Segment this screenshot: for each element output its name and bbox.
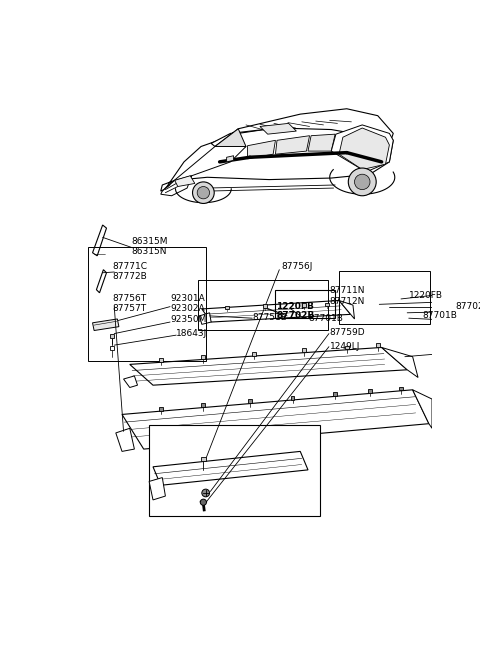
Polygon shape xyxy=(93,225,107,256)
Polygon shape xyxy=(215,129,246,162)
Bar xyxy=(325,302,329,306)
Text: 87702B: 87702B xyxy=(276,310,314,319)
Text: 87759D: 87759D xyxy=(330,328,365,337)
Polygon shape xyxy=(200,313,211,324)
Text: 87711N
87712N: 87711N 87712N xyxy=(330,286,365,306)
Bar xyxy=(399,386,403,390)
Text: 87701B: 87701B xyxy=(423,310,457,319)
Polygon shape xyxy=(175,176,195,186)
Circle shape xyxy=(197,186,210,199)
Bar xyxy=(339,271,431,323)
Bar xyxy=(368,389,372,393)
Text: 87756T
87757T: 87756T 87757T xyxy=(113,294,147,314)
Text: 87771C
87772B: 87771C 87772B xyxy=(113,262,148,281)
Polygon shape xyxy=(122,390,429,449)
Circle shape xyxy=(355,174,370,190)
Bar xyxy=(110,346,114,350)
Polygon shape xyxy=(260,123,296,134)
Polygon shape xyxy=(96,270,107,293)
Bar xyxy=(302,348,306,352)
Bar xyxy=(201,457,206,461)
Bar xyxy=(202,403,205,407)
Text: 1220FB: 1220FB xyxy=(276,302,314,311)
Bar xyxy=(198,281,328,330)
Polygon shape xyxy=(382,348,418,377)
Bar xyxy=(290,396,294,400)
Text: 1249LJ: 1249LJ xyxy=(330,342,360,351)
Polygon shape xyxy=(339,300,355,319)
Bar xyxy=(345,346,348,350)
Polygon shape xyxy=(130,348,407,385)
Bar xyxy=(149,425,320,516)
Polygon shape xyxy=(153,451,308,485)
Bar xyxy=(159,358,163,362)
Bar xyxy=(252,352,256,356)
Text: 87702B: 87702B xyxy=(455,302,480,311)
Polygon shape xyxy=(413,390,432,428)
Bar xyxy=(110,334,114,338)
Polygon shape xyxy=(161,122,393,191)
Bar xyxy=(88,247,206,361)
Bar xyxy=(225,306,228,310)
Bar xyxy=(264,304,267,308)
Polygon shape xyxy=(248,140,276,159)
Text: 92350M: 92350M xyxy=(171,316,207,324)
Bar xyxy=(202,355,205,359)
Circle shape xyxy=(192,182,214,203)
Polygon shape xyxy=(93,319,119,331)
Bar xyxy=(248,400,252,403)
Text: 86315M
86315N: 86315M 86315N xyxy=(132,237,168,256)
Bar xyxy=(376,344,380,347)
Polygon shape xyxy=(161,176,192,195)
Polygon shape xyxy=(276,136,310,154)
Polygon shape xyxy=(116,428,134,451)
Text: 87756J: 87756J xyxy=(281,262,312,271)
Bar xyxy=(333,392,337,396)
Circle shape xyxy=(200,499,206,505)
Circle shape xyxy=(202,489,210,497)
Bar xyxy=(159,407,163,411)
Bar xyxy=(275,291,335,318)
Polygon shape xyxy=(331,125,393,172)
Polygon shape xyxy=(339,128,389,170)
Circle shape xyxy=(348,168,376,195)
Text: 87751E: 87751E xyxy=(252,313,287,322)
Polygon shape xyxy=(227,155,234,162)
Polygon shape xyxy=(211,109,393,146)
Text: 18643J: 18643J xyxy=(176,329,207,338)
Polygon shape xyxy=(167,146,246,186)
Polygon shape xyxy=(202,300,350,322)
Text: 1220FB: 1220FB xyxy=(409,291,443,300)
Polygon shape xyxy=(149,478,166,500)
Polygon shape xyxy=(308,134,335,151)
Bar xyxy=(302,303,306,307)
Text: 87701B: 87701B xyxy=(308,314,343,323)
Text: 92301A
92302A: 92301A 92302A xyxy=(171,294,205,314)
Polygon shape xyxy=(123,376,137,388)
